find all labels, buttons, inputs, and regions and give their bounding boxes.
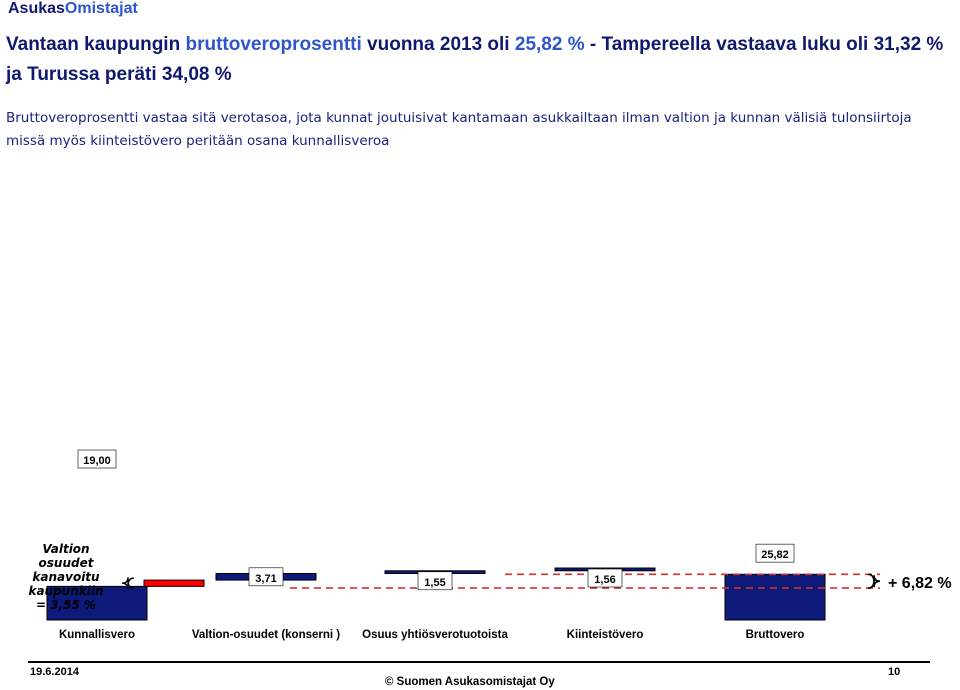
category-label-0: Kunnallisvero: [59, 629, 135, 641]
category-label-2: Osuus yhtiösverotuotoista: [362, 629, 508, 641]
left-brace-annotation-line-4: = 3,55 %: [36, 598, 96, 612]
bar-1: [143, 579, 205, 587]
left-brace-annotation-line-2: kanavoitu: [32, 570, 100, 584]
data-label-4: 1,56: [594, 574, 615, 586]
bar-5: [724, 573, 826, 621]
data-label-box-2: [248, 567, 284, 587]
footer-date: 19.6.2014: [30, 666, 79, 678]
waterfall-chart: + 6,82 % Valtionosuudetkanavoitukaupunkii…: [28, 449, 952, 641]
left-brace-annotation-line-3: kaupunkiin: [28, 584, 103, 598]
category-label-4: Bruttovero: [746, 629, 805, 641]
data-label-box-5: [755, 543, 795, 563]
data-label-box-4: [587, 568, 623, 588]
title-seg2: bruttoveroprosentti: [185, 34, 362, 55]
footer-rule: [28, 661, 930, 663]
right-brace-annotation: + 6,82 %: [888, 575, 952, 592]
page-title: Vantaan kaupungin bruttoveroprosentti vu…: [6, 30, 954, 90]
left-brace: [121, 577, 135, 590]
left-brace-annotation-line-0: Valtion: [42, 542, 89, 556]
data-label-5: 25,82: [761, 549, 789, 561]
page-subtitle: Bruttoveroprosentti vastaa sitä verotaso…: [6, 110, 912, 149]
title-seg1: Vantaan kaupungin: [6, 34, 186, 55]
data-label-box-3: [417, 571, 453, 591]
data-label-3: 1,55: [424, 577, 445, 589]
title-seg5: - Tampereella vastaava luku oli 31,32 % …: [6, 34, 944, 85]
category-label-3: Kiinteistövero: [567, 629, 644, 641]
data-label-2: 3,71: [255, 573, 276, 585]
brand-part2: Omistajat: [64, 0, 138, 17]
right-brace: [867, 573, 881, 589]
footer-page-number: 10: [888, 666, 901, 678]
footer-copyright: © Suomen Asukasomistajat Oy: [385, 676, 555, 688]
title-seg3: vuonna 2013 oli: [361, 34, 515, 55]
brand-part1: Asukas: [8, 0, 65, 17]
data-label-box-0: [77, 449, 117, 469]
data-label-0: 19,00: [83, 455, 111, 467]
bar-0: [46, 585, 148, 621]
left-brace-annotation-line-1: osuudet: [39, 556, 95, 570]
category-label-1: Valtion-osuudet (konserni ): [192, 629, 340, 641]
title-seg4: 25,82 %: [514, 34, 585, 55]
brand-logo: AsukasOmistajat: [8, 0, 138, 18]
